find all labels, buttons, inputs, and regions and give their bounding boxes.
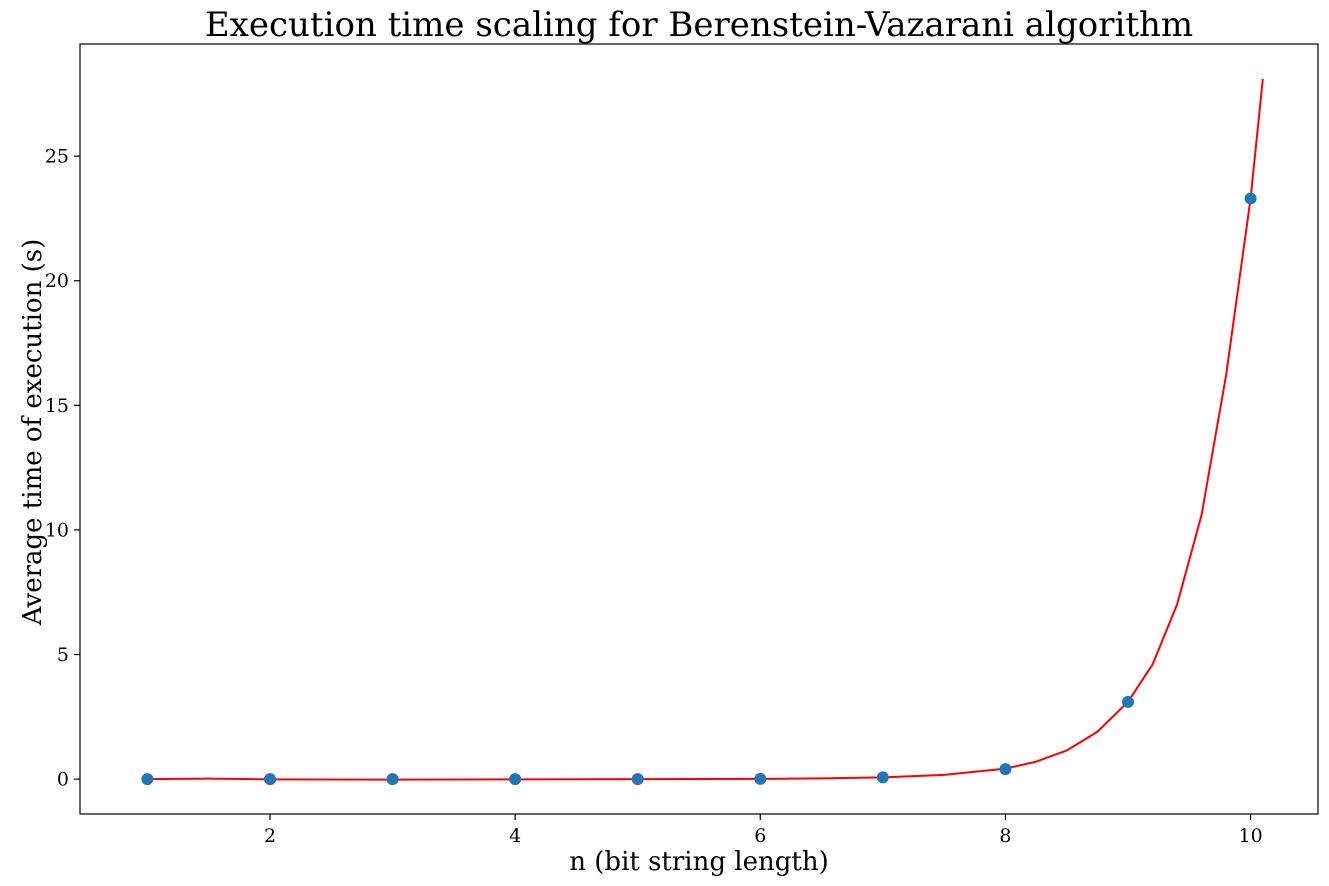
x-tick-label: 6 [754,825,766,847]
y-tick-label: 0 [57,769,69,791]
data-point [263,773,276,786]
data-point [631,773,644,786]
y-tick-label: 20 [45,270,69,292]
plot-area: 2 4 6 8 10 0 5 10 15 20 25 [45,43,1319,847]
data-point [1122,695,1135,708]
data-point [1244,192,1257,205]
x-tick-label: 2 [264,825,276,847]
data-point [141,773,154,786]
x-tick-label: 8 [999,825,1011,847]
data-point [509,773,522,786]
y-tick-label: 5 [57,644,69,666]
data-point [386,773,399,786]
y-tick-label: 10 [45,519,69,541]
fit-curve [147,78,1264,781]
axes-frame [79,43,1319,815]
x-axis-label: n (bit string length) [569,847,828,877]
x-tick-label: 4 [509,825,521,847]
chart-title: Execution time scaling for Berenstein-Va… [205,5,1193,45]
data-point [999,763,1012,776]
y-axis-label: Average time of execution (s) [18,239,48,626]
data-point [876,771,889,784]
y-tick-label: 15 [45,395,69,417]
y-tick-label: 25 [45,146,69,168]
x-tick-label: 10 [1238,825,1262,847]
data-point [754,772,767,785]
